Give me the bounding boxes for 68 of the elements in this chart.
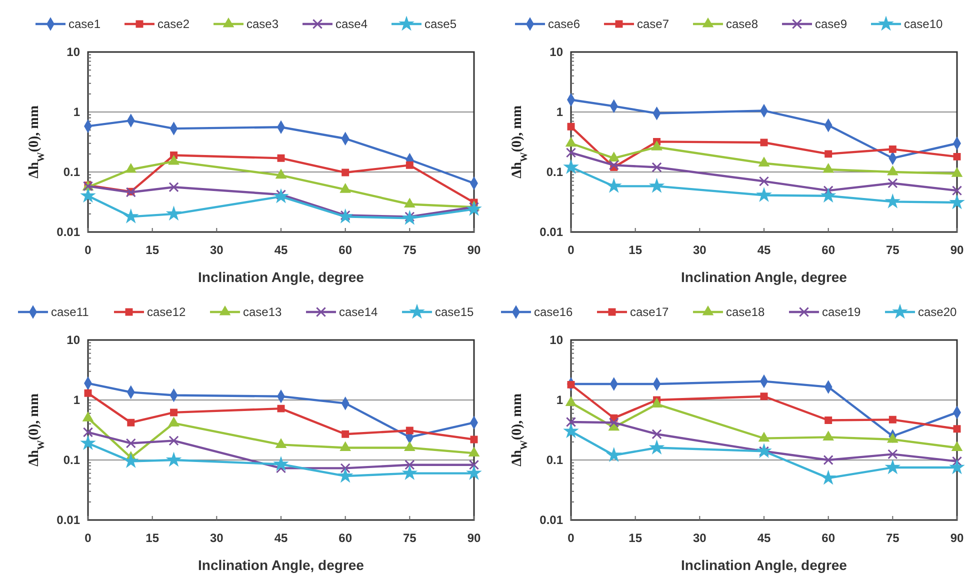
x-tick-label: 30 [210,531,224,545]
legend-label: case2 [158,17,190,31]
legend-label: case7 [637,17,670,31]
x-tick-label: 30 [692,531,707,545]
legend-label: case17 [630,305,670,319]
y-tick-label: 10 [550,333,564,347]
y-tick-label: 0.1 [63,165,80,179]
legend-label: case13 [243,305,282,319]
legend-label: case12 [147,305,186,319]
y-tick-label: 0.01 [540,513,564,527]
x-tick-label: 60 [338,243,352,257]
x-tick-label: 45 [274,243,288,257]
x-axis-title: Inclination Angle, degree [681,557,848,573]
x-tick-label: 0 [568,243,575,257]
y-tick-label: 1 [73,105,80,119]
y-tick-label: 0.1 [546,453,564,467]
legend-label: case6 [548,17,580,31]
x-tick-label: 0 [84,243,92,257]
y-tick-label: 10 [66,333,80,347]
legend-label: case9 [815,17,848,31]
x-tick-label: 90 [950,243,964,257]
x-tick-label: 90 [467,531,481,545]
y-tick-label: 10 [66,45,80,59]
x-axis-title: Inclination Angle, degree [198,557,364,573]
y-tick-label: 0.1 [546,165,564,179]
legend-label: case4 [336,17,368,31]
y-tick-label: 1 [556,393,564,407]
legend-label: case16 [534,305,574,319]
x-axis-title: Inclination Angle, degree [681,269,848,285]
legend-label: case3 [246,17,279,31]
y-tick-label: 0.01 [56,513,80,527]
x-tick-label: 60 [822,243,836,257]
legend-label: case19 [822,305,862,319]
y-tick-label: 0.01 [540,225,564,239]
x-tick-label: 75 [886,243,900,257]
x-tick-label: 0 [84,531,92,545]
y-tick-label: 10 [550,45,564,59]
legend-label: case5 [424,17,457,31]
x-tick-label: 90 [950,531,964,545]
x-tick-label: 90 [467,243,481,257]
legend-label: case15 [435,305,474,319]
x-tick-label: 45 [757,531,771,545]
x-tick-label: 30 [210,243,224,257]
x-tick-label: 15 [146,243,160,257]
legend-label: case20 [918,305,958,319]
x-tick-label: 60 [822,531,836,545]
x-tick-label: 75 [402,243,417,257]
legend-label: case14 [339,305,378,319]
x-tick-label: 75 [886,531,900,545]
x-tick-label: 45 [757,243,771,257]
x-tick-label: 15 [628,243,642,257]
legend-label: case18 [726,305,766,319]
y-tick-label: 1 [556,105,564,119]
y-tick-label: 0.01 [56,225,80,239]
legend-label: case8 [726,17,758,31]
x-tick-label: 60 [338,531,352,545]
legend-label: case10 [904,17,944,31]
x-axis-title: Inclination Angle, degree [198,269,364,285]
x-tick-label: 30 [692,243,707,257]
x-tick-label: 15 [628,531,642,545]
legend-label: case11 [51,305,90,319]
x-tick-label: 15 [146,531,160,545]
y-tick-label: 0.1 [63,453,80,467]
legend-label: case1 [68,17,101,31]
x-tick-label: 75 [402,531,417,545]
x-tick-label: 0 [568,531,575,545]
x-tick-label: 45 [274,531,288,545]
y-tick-label: 1 [73,393,80,407]
